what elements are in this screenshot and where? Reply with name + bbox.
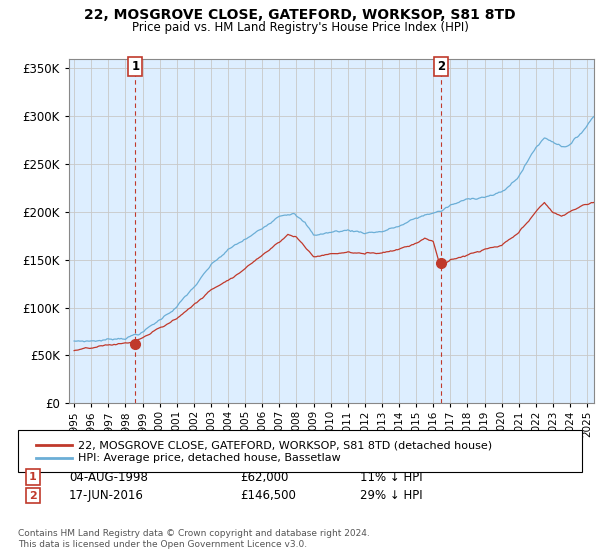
Text: 22, MOSGROVE CLOSE, GATEFORD, WORKSOP, S81 8TD: 22, MOSGROVE CLOSE, GATEFORD, WORKSOP, S…: [84, 8, 516, 22]
Text: 29% ↓ HPI: 29% ↓ HPI: [360, 489, 422, 502]
Text: £62,000: £62,000: [240, 470, 289, 484]
Text: 17-JUN-2016: 17-JUN-2016: [69, 489, 144, 502]
Text: 1: 1: [131, 60, 139, 73]
Text: £146,500: £146,500: [240, 489, 296, 502]
Text: 2: 2: [437, 60, 445, 73]
Text: Contains HM Land Registry data © Crown copyright and database right 2024.
This d: Contains HM Land Registry data © Crown c…: [18, 529, 370, 549]
Text: 22, MOSGROVE CLOSE, GATEFORD, WORKSOP, S81 8TD (detached house): 22, MOSGROVE CLOSE, GATEFORD, WORKSOP, S…: [78, 440, 492, 450]
Text: HPI: Average price, detached house, Bassetlaw: HPI: Average price, detached house, Bass…: [78, 452, 341, 463]
Text: 1: 1: [29, 472, 37, 482]
Text: 2: 2: [29, 491, 37, 501]
Text: Price paid vs. HM Land Registry's House Price Index (HPI): Price paid vs. HM Land Registry's House …: [131, 21, 469, 34]
Text: 11% ↓ HPI: 11% ↓ HPI: [360, 470, 422, 484]
Text: 04-AUG-1998: 04-AUG-1998: [69, 470, 148, 484]
